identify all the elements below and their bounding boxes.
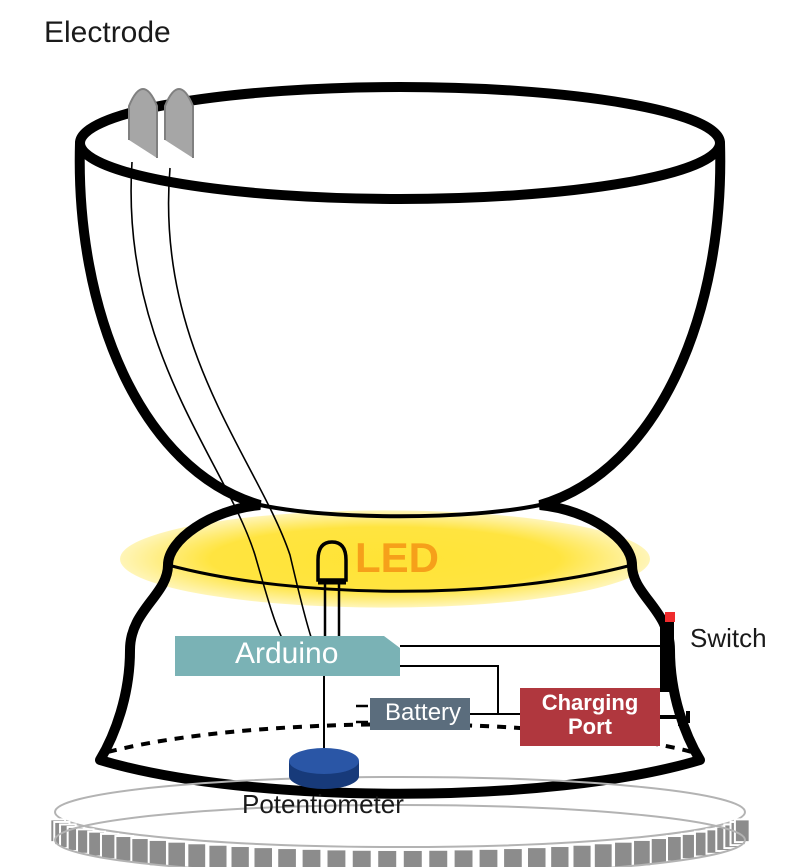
- charging-label-2: Port: [568, 714, 613, 739]
- battery-label: Battery: [385, 699, 461, 726]
- arduino-label: Arduino: [235, 637, 338, 670]
- electrode-label: Electrode: [44, 16, 171, 49]
- switch-body-icon: [660, 622, 674, 692]
- switch-label: Switch: [690, 623, 767, 653]
- potentiometer-label: Potentiometer: [242, 789, 404, 819]
- base-ring-teeth: [50, 819, 749, 867]
- led-label: LED: [355, 534, 439, 581]
- charging-label-1: Charging: [542, 690, 639, 715]
- switch-tip-icon: [665, 612, 675, 622]
- electrode-clip-2: [165, 89, 193, 158]
- electrode-clip-1: [129, 89, 157, 158]
- cup-right-outline: [540, 143, 720, 760]
- pot-top: [289, 748, 359, 774]
